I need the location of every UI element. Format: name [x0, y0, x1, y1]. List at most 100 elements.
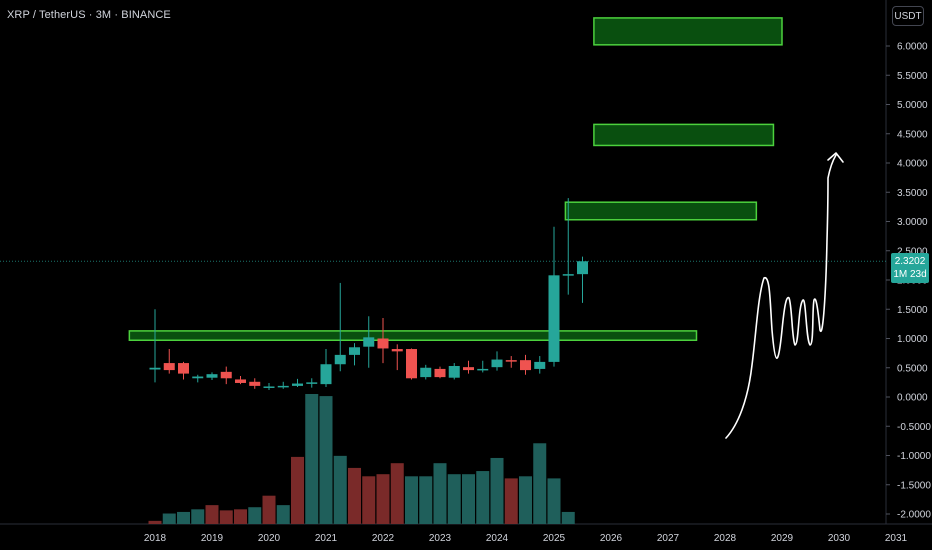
- time-tick-label: 2027: [657, 533, 680, 544]
- volume-bar: [561, 511, 575, 524]
- volume-bar: [291, 456, 304, 524]
- price-tick-label: -1.5000: [897, 480, 931, 491]
- bar-countdown: 1M 23d: [893, 269, 927, 280]
- candle-body: [463, 367, 474, 371]
- currency-button[interactable]: USDT: [892, 6, 924, 26]
- candle-body: [377, 338, 389, 349]
- price-tick-label: -0.5000: [897, 422, 931, 433]
- price-tick-label: 4.0000: [897, 159, 928, 170]
- price-tick-label: 3.0000: [897, 217, 928, 228]
- volume-bar: [276, 505, 290, 524]
- symbol-title[interactable]: XRP / TetherUS · 3M · BINANCE: [7, 9, 171, 21]
- candle-body: [448, 365, 460, 378]
- target-zones[interactable]: [128, 17, 783, 342]
- candle-body: [434, 368, 446, 378]
- candle-body: [192, 376, 204, 379]
- volume-bar: [348, 467, 361, 524]
- projection-drawing[interactable]: [725, 154, 837, 439]
- volume-bar: [490, 457, 504, 524]
- candle-body: [520, 360, 531, 371]
- price-tick-label: 3.5000: [897, 188, 928, 199]
- time-tick-label: 2024: [486, 533, 509, 544]
- candle-body: [292, 383, 303, 386]
- candle-body: [548, 275, 560, 362]
- price-tick-label: -2.0000: [897, 510, 931, 521]
- candle-body: [263, 386, 275, 388]
- volume-bar: [248, 507, 262, 524]
- candle-body: [505, 360, 517, 362]
- candle-body: [391, 349, 403, 352]
- volume-bar: [305, 394, 319, 524]
- volume-bar: [376, 474, 390, 524]
- volume-bar: [390, 463, 404, 524]
- volume-bars: [148, 394, 575, 524]
- volume-bar: [219, 510, 233, 524]
- candle-body: [320, 364, 332, 385]
- volume-bar: [433, 463, 447, 524]
- candle-body: [220, 371, 232, 379]
- price-tick-label: -1.0000: [897, 451, 931, 462]
- candle-body: [534, 361, 546, 369]
- time-tick-label: 2019: [201, 533, 224, 544]
- target-zone-rect[interactable]: [593, 123, 775, 147]
- candle-body: [178, 363, 189, 374]
- price-tick-label: 5.0000: [897, 100, 928, 111]
- candle-body: [277, 385, 289, 388]
- candle-body: [206, 374, 218, 378]
- last-price-label: 2.3202 1M 23d: [891, 253, 929, 283]
- price-tick-label: 0.0000: [897, 393, 928, 404]
- volume-bar: [547, 478, 561, 524]
- time-tick-label: 2021: [315, 533, 338, 544]
- volume-bar: [148, 520, 162, 524]
- candle-body: [363, 337, 375, 347]
- volume-bar: [333, 455, 347, 524]
- target-zone-rect[interactable]: [128, 330, 698, 342]
- time-tick-label: 2023: [429, 533, 452, 544]
- volume-bar: [191, 509, 205, 524]
- time-tick-label: 2026: [600, 533, 623, 544]
- volume-bar: [504, 478, 518, 524]
- volume-bar: [533, 443, 547, 524]
- price-tick-label: 6.0000: [897, 42, 928, 53]
- candle-body: [577, 261, 588, 275]
- price-tick-label: 5.5000: [897, 71, 928, 82]
- time-axis[interactable]: 2018 2019 2020 2021 2022 2023 2024 2025 2026 2027…: [144, 533, 908, 544]
- price-tick-label: 0.5000: [897, 363, 928, 374]
- time-tick-label: 2030: [828, 533, 851, 544]
- time-tick-label: 2020: [258, 533, 281, 544]
- projection-arrowhead: [827, 152, 844, 163]
- volume-bar: [177, 511, 190, 524]
- time-tick-label: 2031: [885, 533, 908, 544]
- time-tick-label: 2029: [771, 533, 794, 544]
- last-price-value: 2.3202: [894, 256, 926, 267]
- volume-bar: [162, 513, 176, 524]
- price-tick-label: 1.0000: [897, 334, 928, 345]
- price-tick-label: 2.5000: [897, 246, 928, 257]
- volume-bar: [447, 474, 461, 524]
- time-tick-label: 2025: [543, 533, 566, 544]
- volume-bar: [476, 471, 490, 524]
- volume-bar: [462, 474, 475, 524]
- target-zone-rect[interactable]: [564, 201, 758, 221]
- time-tick-label: 2028: [714, 533, 737, 544]
- candle-body: [406, 349, 417, 379]
- price-tick-label: 1.5000: [897, 305, 928, 316]
- volume-bar: [234, 509, 247, 524]
- volume-bar: [319, 396, 333, 524]
- candle-body: [562, 274, 574, 276]
- volume-bar: [405, 476, 418, 524]
- price-tick-label: 4.5000: [897, 129, 928, 140]
- time-tick-label: 2018: [144, 533, 167, 544]
- candle-body: [349, 347, 360, 355]
- candle-body: [477, 368, 489, 371]
- candle-body: [163, 363, 175, 371]
- candle-body: [420, 367, 432, 378]
- candle-body: [334, 354, 346, 365]
- candle-body: [249, 381, 261, 386]
- volume-bar: [362, 476, 376, 524]
- volume-bar: [519, 476, 532, 524]
- candle-body: [491, 359, 503, 368]
- target-zone-rect[interactable]: [593, 17, 783, 46]
